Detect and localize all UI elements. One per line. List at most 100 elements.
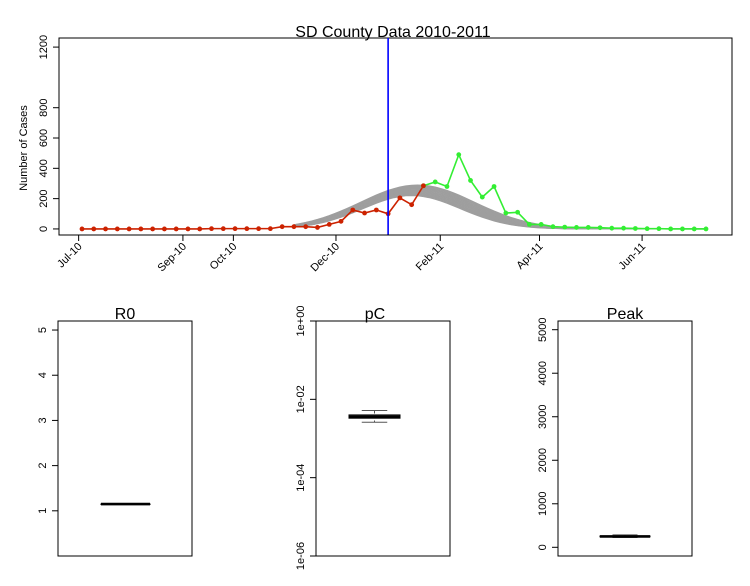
y-tick-label: 600 [38,129,50,147]
series-point [150,226,156,232]
plot-frame [57,320,193,557]
y-tick-label: 1e+00 [295,306,307,337]
series-point [515,209,521,215]
series-point [574,225,579,230]
boxplot-r0-panel: R0 1 2 3 4 5 [37,306,193,557]
series-line [82,185,425,230]
series-point [503,210,509,216]
series-point [79,226,85,232]
y-axis-label: Number of Cases [18,105,30,191]
x-tick-label: Sep-10 [155,241,189,275]
series-point [609,225,615,231]
x-tick-label: Jul-10 [55,241,85,271]
series-point [91,226,97,232]
boxplot-title: pC [365,306,385,323]
series-point [103,226,108,232]
boxplot-pc-panel: pC 1e-06 1e-04 1e-02 1e+00 [295,306,451,570]
series-point [491,184,497,189]
series-point [232,226,238,232]
series-point [362,210,367,216]
y-tick-label: 400 [38,159,50,177]
series-point [173,226,179,232]
y-tick-label: 1e-06 [295,542,307,570]
y-tick-label: 4000 [537,361,549,385]
series-point [256,226,262,232]
y-tick-label: 0 [537,544,549,550]
y-tick-label: 5 [37,327,49,333]
x-axis: Jul-10 Sep-10 Oct-10 Dec-10 Feb-11 Apr-11 Jun-… [55,234,649,275]
boxplot-title: Peak [607,306,644,323]
boxplot-title: R0 [115,306,136,323]
y-tick-label: 2000 [537,448,549,472]
y-tick-label: 1e-02 [295,385,307,413]
series-point [421,183,426,189]
series-point [444,184,450,189]
series-point [244,226,250,232]
y-tick-label: 1200 [38,35,50,59]
series-point [668,226,674,232]
series-line [423,152,706,230]
series-point [397,195,403,201]
y-tick-label: 200 [38,189,50,207]
series-point [291,224,297,230]
y-tick-label: 3 [37,417,49,423]
x-tick-label: Oct-10 [208,241,240,273]
series-point [279,224,285,230]
series-point [468,178,473,183]
y-tick-label: 1000 [537,492,549,516]
y-tick-label: 2 [37,463,49,469]
boxplot-peak-panel: Peak 0 1000 2000 3000 4000 5000 [537,306,693,557]
series-point [409,202,415,208]
y-tick-label: 1e-04 [295,464,307,492]
series-point [432,179,438,185]
series-point [562,224,568,230]
series-point [126,226,132,232]
x-tick-label: Apr-11 [514,241,545,272]
series-point [621,225,626,231]
series-point [220,226,226,232]
series-point [479,194,485,200]
series-point [350,207,356,213]
series-point [691,226,697,232]
series-point [597,225,603,231]
y-tick-label: 3000 [537,404,549,428]
series-point [680,226,685,232]
y-tick-label: 4 [37,372,49,378]
series-point [185,226,191,232]
y-tick-label: 0 [38,226,50,232]
series-point [138,226,144,232]
series-point [338,218,344,224]
series-point [326,221,332,227]
y-tick-label: 1 [37,508,49,514]
series-point [703,226,709,232]
plot-frame [315,320,451,557]
y-axis: 0 200 400 600 800 1200 [38,35,60,232]
series-point [456,152,462,158]
series-point [373,207,379,213]
series-point [267,226,273,232]
plot-frame [58,37,733,236]
x-tick-label: Dec-10 [309,241,343,275]
series-point [303,224,309,230]
series-point [632,226,638,231]
plot-frame [557,320,693,557]
y-tick-label: 800 [38,99,50,117]
series-point [656,226,662,232]
series-point [644,226,650,232]
series-point [550,224,556,230]
forecast-curves [293,184,706,230]
series-point [538,221,544,227]
series-point [209,226,214,232]
x-tick-label: Feb-11 [414,241,447,274]
timeseries-panel: SD County Data 2010-2011 Number of Cases… [18,24,733,275]
main-title: SD County Data 2010-2011 [295,24,490,41]
series-point [315,225,320,230]
series-point [526,221,532,227]
x-tick-label: Jun-11 [617,241,649,273]
series-point [114,226,120,232]
series-point [162,226,167,232]
observed-series [79,152,709,232]
y-tick-label: 5000 [537,317,549,341]
series-point [197,226,203,232]
